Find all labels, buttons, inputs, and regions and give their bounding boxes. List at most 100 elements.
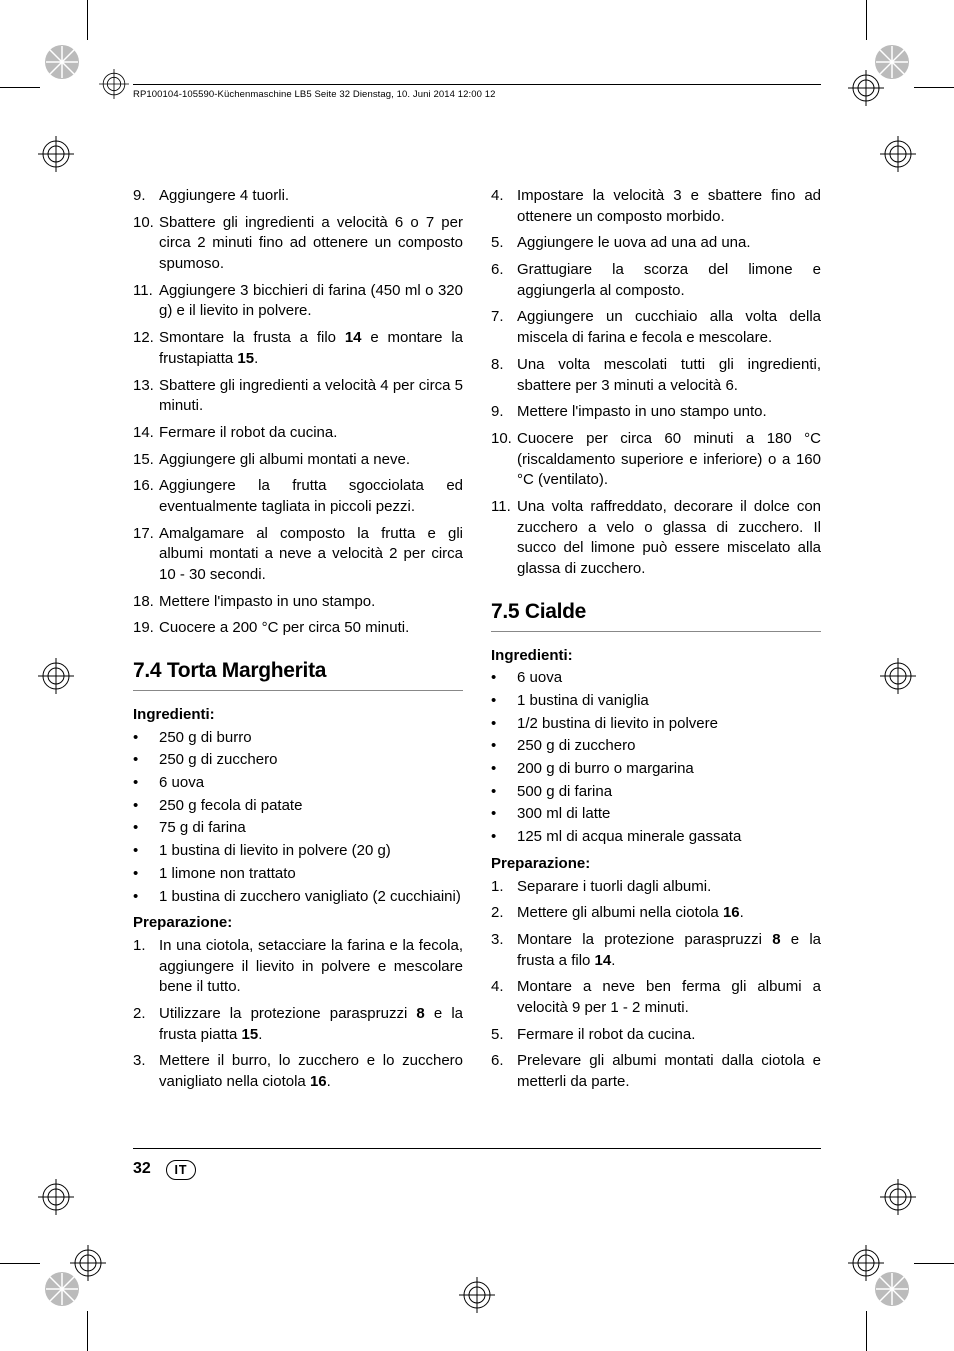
item-text: Separare i tuorli dagli albumi. — [517, 877, 821, 898]
list-item: 8. Una volta mescolati tutti gli ingredi… — [491, 355, 821, 396]
item-number: 9. — [133, 186, 159, 207]
item-text: Aggiungere un cucchiaio alla volta della… — [517, 307, 821, 348]
left-column: 9. Aggiungere 4 tuorli. 10. Sbattere gli… — [133, 186, 463, 1099]
item-number: 7. — [491, 307, 517, 348]
crop-mark — [866, 0, 867, 40]
list-item: 6. Grattugiare la scorza del limone e ag… — [491, 260, 821, 301]
item-text: Aggiungere la frutta sgocciolata ed even… — [159, 476, 463, 517]
item-text: Prelevare gli albumi montati dalla cioto… — [517, 1051, 821, 1092]
list-item: 2. Mettere gli albumi nella ciotola 16. — [491, 903, 821, 924]
registration-mark-icon — [70, 1245, 106, 1281]
list-item: 5. Aggiungere le uova ad una ad una. — [491, 233, 821, 254]
item-text: Mettere l'impasto in uno stampo unto. — [517, 402, 821, 423]
item-number: 1. — [491, 877, 517, 898]
list-item: 10. Cuocere per circa 60 minuti a 180 °C… — [491, 429, 821, 491]
list-item: • 500 g di farina — [491, 782, 821, 803]
crop-mark — [866, 1311, 867, 1351]
item-text: 6 uova — [159, 773, 463, 794]
list-item: • 250 g fecola di patate — [133, 796, 463, 817]
item-number: 4. — [491, 977, 517, 1018]
list-item: 11. Aggiungere 3 bicchieri di farina (45… — [133, 281, 463, 322]
item-number: 16. — [133, 476, 159, 517]
registration-mark-icon — [880, 1179, 916, 1215]
item-text: Fermare il robot da cucina. — [517, 1025, 821, 1046]
item-text: Una volta raffreddato, decorare il dolce… — [517, 497, 821, 580]
crop-mark — [0, 1263, 40, 1264]
item-number: 15. — [133, 450, 159, 471]
item-text: 1 bustina di lievito in polvere (20 g) — [159, 841, 463, 862]
item-number: 6. — [491, 1051, 517, 1092]
item-number: 6. — [491, 260, 517, 301]
crop-mark — [87, 1311, 88, 1351]
corner-ornament-icon — [44, 44, 80, 80]
list-item: • 250 g di burro — [133, 728, 463, 749]
footer-rule — [133, 1148, 821, 1149]
item-text: Grattugiare la scorza del limone e aggiu… — [517, 260, 821, 301]
crop-mark — [87, 0, 88, 40]
item-text: 250 g fecola di patate — [159, 796, 463, 817]
ingredients-heading: Ingredienti: — [491, 646, 821, 667]
list-item: • 6 uova — [491, 668, 821, 689]
list-item: 1. Separare i tuorli dagli albumi. — [491, 877, 821, 898]
list-item: • 1 limone non trattato — [133, 864, 463, 885]
registration-mark-icon — [459, 1277, 495, 1313]
item-text: Mettere il burro, lo zucchero e lo zucch… — [159, 1051, 463, 1092]
list-item: 4. Montare a neve ben ferma gli albumi a… — [491, 977, 821, 1018]
item-text: Cuocere a 200 °C per circa 50 minuti. — [159, 618, 463, 639]
list-item: 1. In una ciotola, setacciare la farina … — [133, 936, 463, 998]
item-text: 1 bustina di zucchero vanigliato (2 cucc… — [159, 887, 463, 908]
right-column: 4. Impostare la velocità 3 e sbattere fi… — [491, 186, 821, 1099]
item-number: 2. — [491, 903, 517, 924]
registration-mark-icon — [38, 136, 74, 172]
item-text: 300 ml di latte — [517, 804, 821, 825]
list-item: • 300 ml di latte — [491, 804, 821, 825]
item-text: 1/2 bustina di lievito in polvere — [517, 714, 821, 735]
item-number: 17. — [133, 524, 159, 586]
item-number: 5. — [491, 1025, 517, 1046]
bullet-icon: • — [491, 736, 517, 757]
item-text: 200 g di burro o margarina — [517, 759, 821, 780]
ingredients-heading: Ingredienti: — [133, 705, 463, 726]
list-item: 9. Aggiungere 4 tuorli. — [133, 186, 463, 207]
item-number: 10. — [133, 213, 159, 275]
list-item: 4. Impostare la velocità 3 e sbattere fi… — [491, 186, 821, 227]
item-number: 5. — [491, 233, 517, 254]
header-registration-mark-icon — [99, 69, 129, 99]
list-item: 14. Fermare il robot da cucina. — [133, 423, 463, 444]
registration-mark-icon — [38, 1179, 74, 1215]
section-heading-7-5: 7.5 Cialde — [491, 598, 821, 632]
list-item: 3. Mettere il burro, lo zucchero e lo zu… — [133, 1051, 463, 1092]
item-text: 500 g di farina — [517, 782, 821, 803]
page-header: RP100104-105590-Küchenmaschine LB5 Seite… — [133, 84, 821, 100]
item-text: Montare la protezione paraspruzzi 8 e la… — [517, 930, 821, 971]
registration-mark-icon — [38, 658, 74, 694]
preparation-heading: Preparazione: — [133, 913, 463, 934]
item-number: 8. — [491, 355, 517, 396]
bullet-icon: • — [491, 804, 517, 825]
item-number: 2. — [133, 1004, 159, 1045]
item-number: 12. — [133, 328, 159, 369]
section-heading-7-4: 7.4 Torta Margherita — [133, 657, 463, 691]
page-content: 9. Aggiungere 4 tuorli. 10. Sbattere gli… — [133, 186, 821, 1099]
item-number: 4. — [491, 186, 517, 227]
item-text: Cuocere per circa 60 minuti a 180 °C (ri… — [517, 429, 821, 491]
bullet-icon: • — [133, 728, 159, 749]
item-text: 1 bustina di vaniglia — [517, 691, 821, 712]
item-number: 11. — [133, 281, 159, 322]
crop-mark — [0, 87, 40, 88]
list-item: • 75 g di farina — [133, 818, 463, 839]
registration-mark-icon — [848, 70, 884, 106]
item-text: Amalgamare al composto la frutta e gli a… — [159, 524, 463, 586]
item-text: 6 uova — [517, 668, 821, 689]
item-number: 18. — [133, 592, 159, 613]
list-item: • 200 g di burro o margarina — [491, 759, 821, 780]
item-text: Aggiungere 4 tuorli. — [159, 186, 463, 207]
list-item: 2. Utilizzare la protezione paraspruzzi … — [133, 1004, 463, 1045]
bullet-icon: • — [133, 887, 159, 908]
list-item: 17. Amalgamare al composto la frutta e g… — [133, 524, 463, 586]
item-text: Aggiungere le uova ad una ad una. — [517, 233, 821, 254]
list-item: 9. Mettere l'impasto in uno stampo unto. — [491, 402, 821, 423]
item-text: 125 ml di acqua minerale gassata — [517, 827, 821, 848]
item-text: Impostare la velocità 3 e sbattere fino … — [517, 186, 821, 227]
item-text: Una volta mescolati tutti gli ingredient… — [517, 355, 821, 396]
